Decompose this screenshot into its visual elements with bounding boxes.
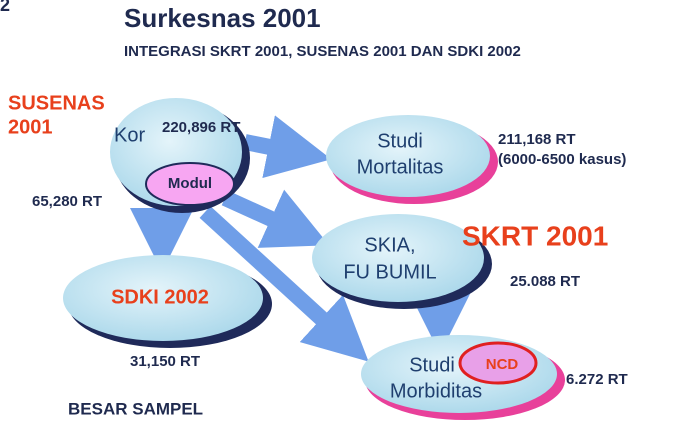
node-skia	[312, 214, 484, 302]
node-label: Mortalitas	[357, 156, 444, 178]
node-count: 25.088 RT	[510, 273, 580, 290]
node-count: 31,150 RT	[130, 353, 200, 370]
node-count: 6.272 RT	[566, 371, 628, 388]
footer: BESAR SAMPEL	[68, 399, 203, 418]
node-label: Morbiditas	[390, 380, 482, 402]
subtitle: INTEGRASI SKRT 2001, SUSENAS 2001 DAN SD…	[124, 43, 521, 60]
node-count: 65,280 RT	[32, 193, 102, 210]
node-count: 211,168 RT	[498, 131, 576, 148]
node-label: Kor	[114, 124, 145, 146]
node-label: FU BUMIL	[343, 261, 436, 283]
node-sub-label: NCD	[486, 356, 519, 373]
node-note: (6000-6500 kasus)	[498, 151, 626, 168]
node-count: 220,896 RT	[162, 119, 240, 136]
node-tag: 2001	[8, 116, 53, 138]
diagram: 2 Surkesnas 2001 INTEGRASI SKRT 2001, SU…	[0, 0, 686, 428]
node-label: Studi	[377, 130, 423, 152]
node-label: SKIA,	[364, 234, 415, 256]
node-label: SDKI 2002	[111, 286, 209, 308]
corner-mark: 2	[0, 0, 10, 15]
node-tag: SUSENAS	[8, 92, 105, 114]
title: Surkesnas 2001	[124, 3, 321, 33]
node-tag: SKRT 2001	[462, 220, 608, 251]
node-sub-label: Modul	[168, 175, 212, 192]
node-label: Studi	[409, 354, 455, 376]
